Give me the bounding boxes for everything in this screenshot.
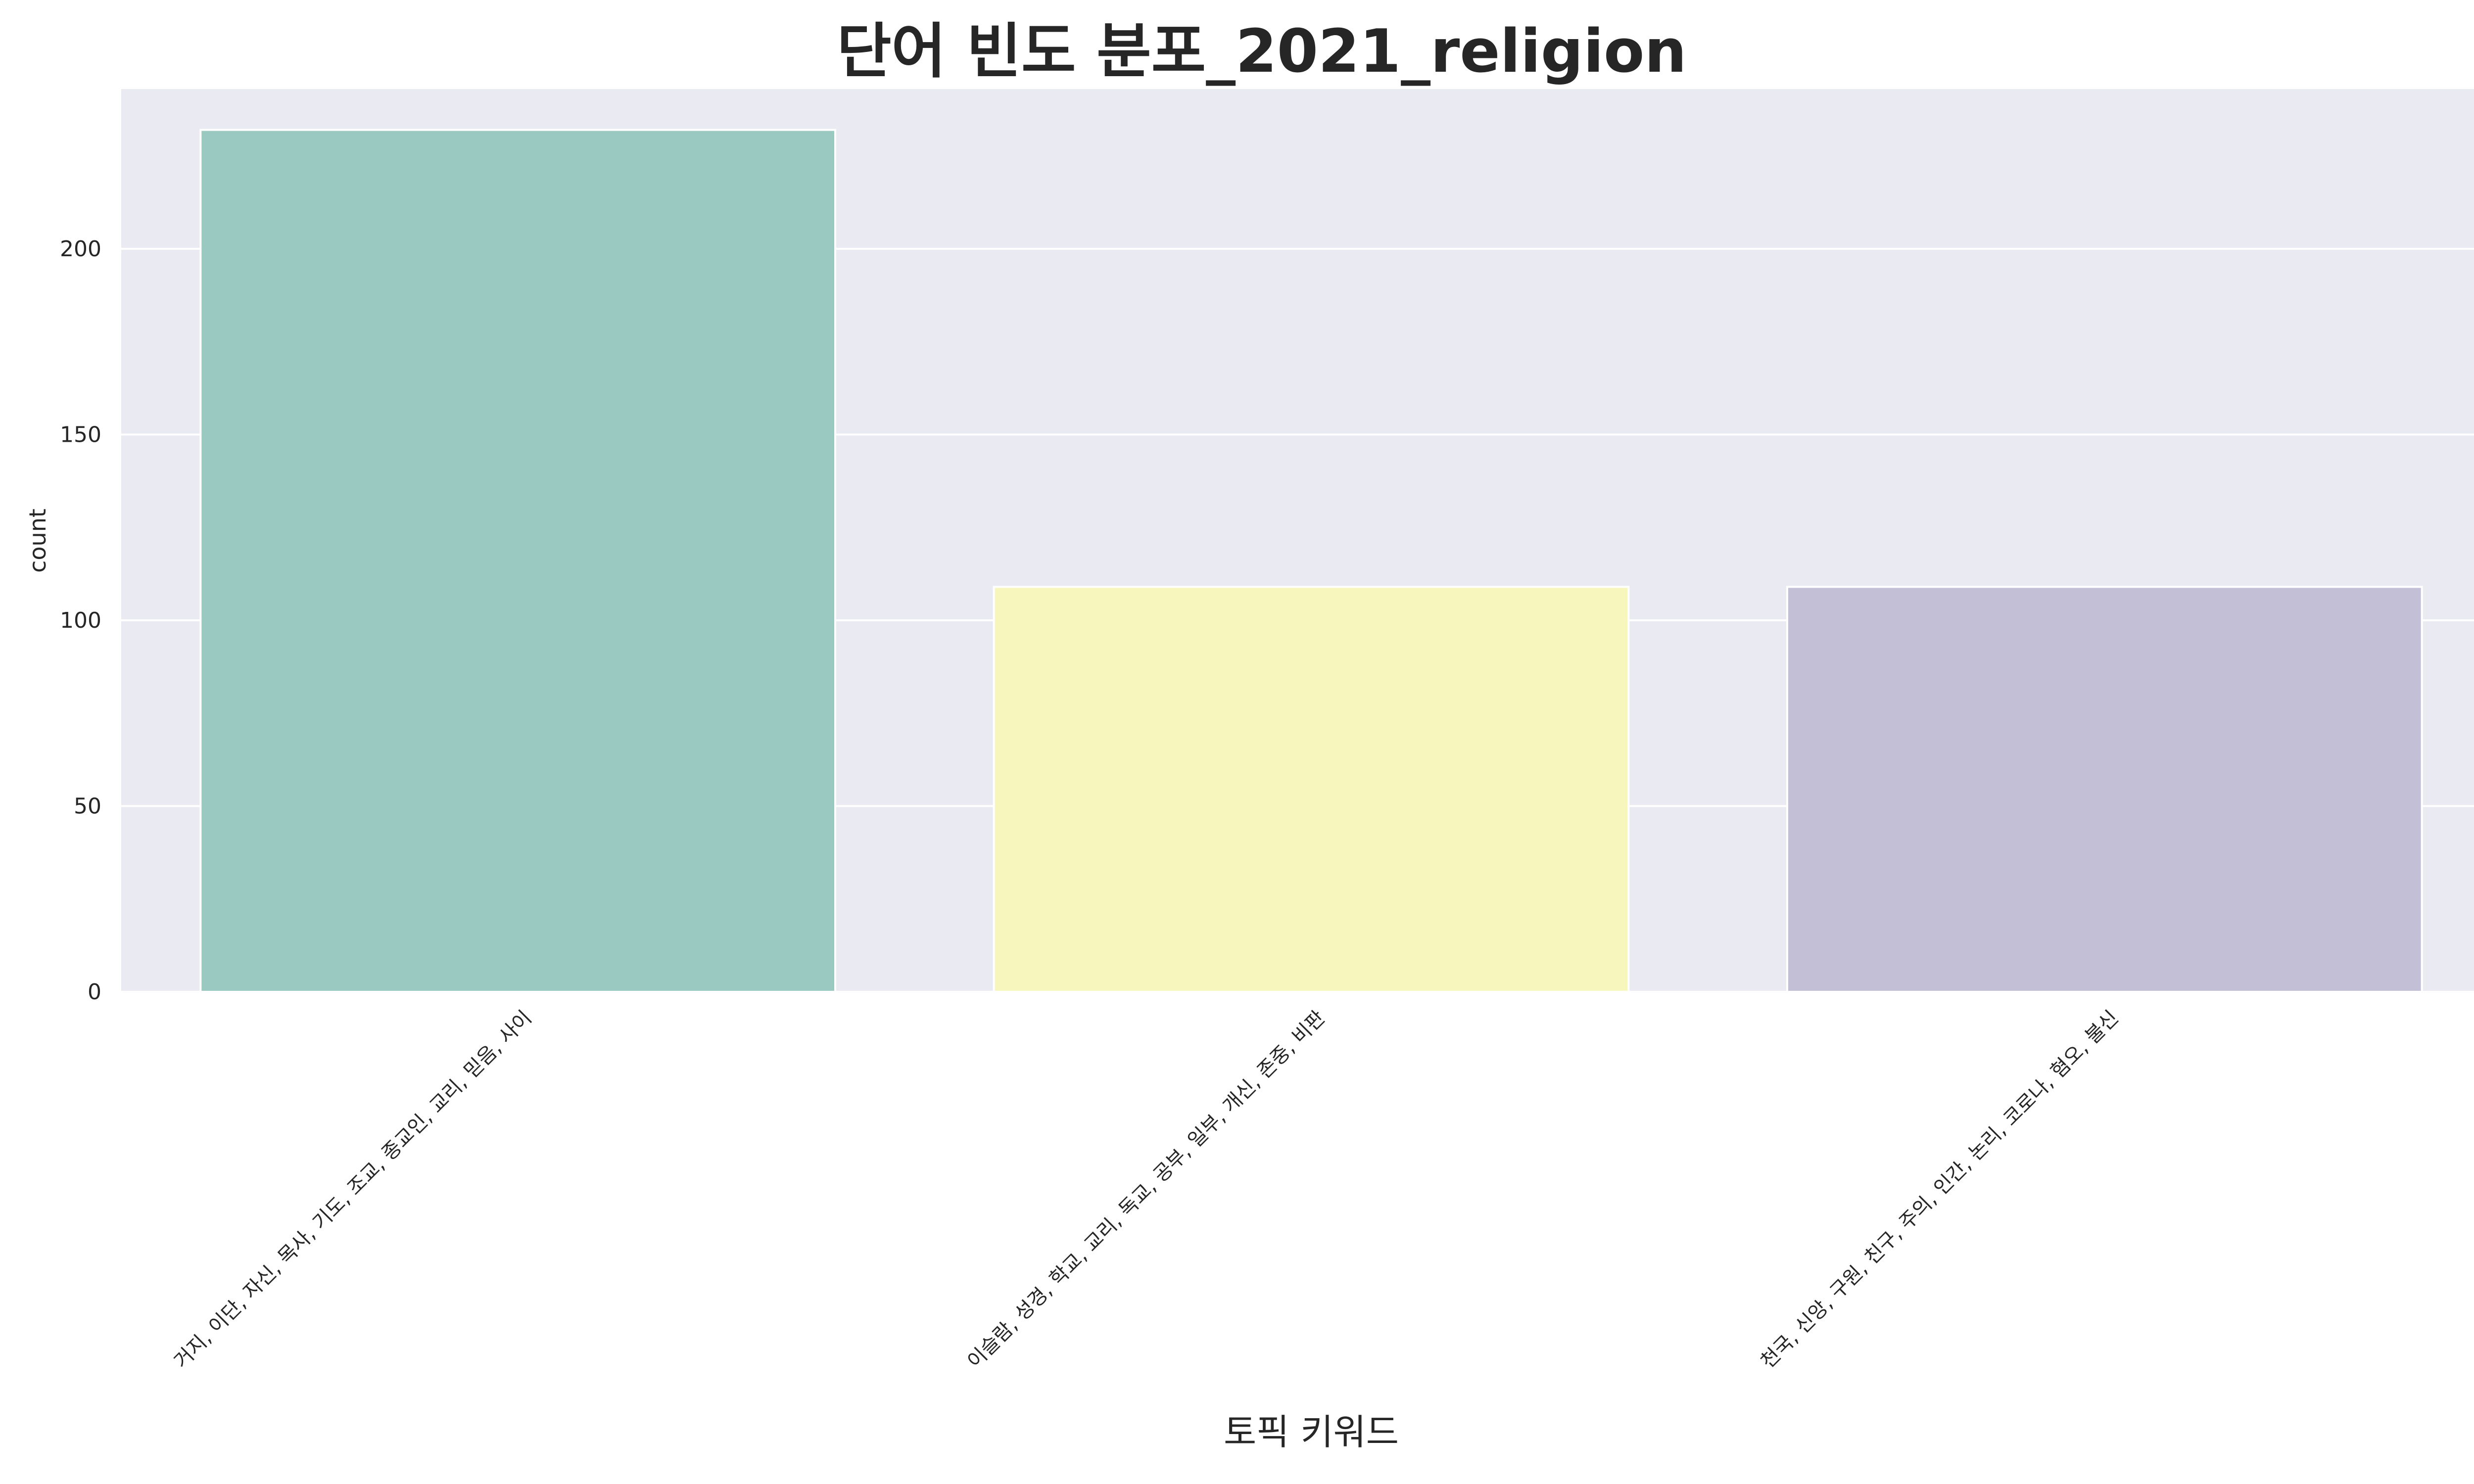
bar-2 bbox=[1786, 586, 2423, 993]
y-tick-label: 150 bbox=[60, 422, 101, 447]
x-tick-labels: 거지, 이단, 자신, 목사, 기도, 조교, 종교인, 교리, 믿음, 사이 이… bbox=[170, 1007, 2123, 1373]
y-tick-label: 200 bbox=[60, 236, 101, 262]
chart-title: 단어 빈도 분포_2021_religion bbox=[837, 17, 1687, 86]
x-tick-label: 이슬람, 성경, 학교, 교리, 독교, 공부, 일부, 개신, 존중, 비판 bbox=[963, 1007, 1330, 1373]
x-tick-label: 거지, 이단, 자신, 목사, 기도, 조교, 종교인, 교리, 믿음, 사이 bbox=[170, 1007, 536, 1373]
x-tick-label: 천국, 신앙, 구원, 친구, 주의, 인간, 논리, 코로나, 혐오, 불신 bbox=[1757, 1007, 2123, 1373]
bar-0 bbox=[199, 129, 836, 993]
bar-1 bbox=[993, 586, 1630, 993]
y-tick-label: 100 bbox=[60, 608, 101, 633]
y-tick-label: 0 bbox=[88, 979, 101, 1005]
y-tick-labels: 0 50 100 150 200 bbox=[60, 236, 101, 1005]
y-tick-label: 50 bbox=[74, 793, 101, 819]
y-axis-label: count bbox=[24, 509, 51, 573]
x-axis-label: 토픽 키워드 bbox=[1224, 1411, 1399, 1453]
bars bbox=[199, 129, 2423, 993]
